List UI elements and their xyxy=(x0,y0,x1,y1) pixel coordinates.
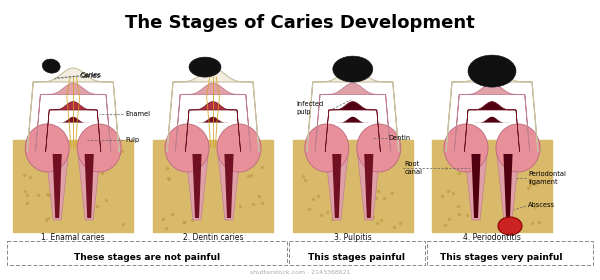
Text: 2. Dentin caries: 2. Dentin caries xyxy=(183,233,243,242)
Ellipse shape xyxy=(498,217,522,235)
Text: Caries: Caries xyxy=(80,72,101,78)
Text: Infected
pulp: Infected pulp xyxy=(297,101,324,115)
Polygon shape xyxy=(473,117,511,152)
Polygon shape xyxy=(334,117,372,152)
Text: 3. Pulpitis: 3. Pulpitis xyxy=(334,233,371,242)
Text: This stages very painful: This stages very painful xyxy=(440,253,562,263)
Polygon shape xyxy=(35,83,111,152)
Polygon shape xyxy=(46,102,101,152)
Polygon shape xyxy=(45,147,69,220)
Polygon shape xyxy=(167,68,259,152)
Polygon shape xyxy=(364,154,373,218)
Polygon shape xyxy=(185,102,241,152)
Polygon shape xyxy=(193,154,202,218)
Polygon shape xyxy=(464,147,488,220)
Polygon shape xyxy=(175,83,251,152)
Ellipse shape xyxy=(357,124,401,172)
Text: Pulp: Pulp xyxy=(125,137,139,143)
Polygon shape xyxy=(496,147,520,220)
Polygon shape xyxy=(54,117,92,152)
Polygon shape xyxy=(53,154,62,218)
Text: The Stages of Caries Development: The Stages of Caries Development xyxy=(125,14,475,32)
Polygon shape xyxy=(464,102,520,152)
Ellipse shape xyxy=(496,124,540,172)
Polygon shape xyxy=(27,68,119,152)
Polygon shape xyxy=(85,154,94,218)
Text: shutterstock.com · 2143368621: shutterstock.com · 2143368621 xyxy=(250,269,350,274)
Polygon shape xyxy=(503,154,512,218)
Polygon shape xyxy=(454,83,530,152)
Polygon shape xyxy=(332,154,341,218)
Text: Root
canal: Root canal xyxy=(405,161,423,175)
Ellipse shape xyxy=(77,124,121,172)
Polygon shape xyxy=(325,102,380,152)
Polygon shape xyxy=(307,68,399,152)
Ellipse shape xyxy=(42,59,60,73)
Ellipse shape xyxy=(305,124,349,172)
Polygon shape xyxy=(315,83,391,152)
Ellipse shape xyxy=(217,124,261,172)
Ellipse shape xyxy=(333,56,373,82)
Text: Caries: Caries xyxy=(79,73,100,79)
Text: 1. Enamal caries: 1. Enamal caries xyxy=(41,233,105,242)
Text: Enamel: Enamel xyxy=(125,111,150,117)
Polygon shape xyxy=(217,147,241,220)
Text: This stages painful: This stages painful xyxy=(308,253,406,263)
Text: These stages are not painful: These stages are not painful xyxy=(74,253,220,263)
Text: Abscess: Abscess xyxy=(528,202,555,208)
Ellipse shape xyxy=(165,124,209,172)
Polygon shape xyxy=(185,147,209,220)
Text: 4. Periodontitis: 4. Periodontitis xyxy=(463,233,521,242)
Text: Periodontal
ligament: Periodontal ligament xyxy=(528,171,566,185)
Polygon shape xyxy=(194,117,232,152)
Polygon shape xyxy=(77,147,101,220)
Polygon shape xyxy=(325,147,349,220)
Ellipse shape xyxy=(444,124,488,172)
Text: Dentin: Dentin xyxy=(389,135,411,141)
Polygon shape xyxy=(224,154,233,218)
Ellipse shape xyxy=(25,124,69,172)
Ellipse shape xyxy=(189,57,221,77)
Polygon shape xyxy=(357,147,381,220)
Polygon shape xyxy=(446,68,538,152)
Ellipse shape xyxy=(468,55,516,87)
Polygon shape xyxy=(472,154,481,218)
